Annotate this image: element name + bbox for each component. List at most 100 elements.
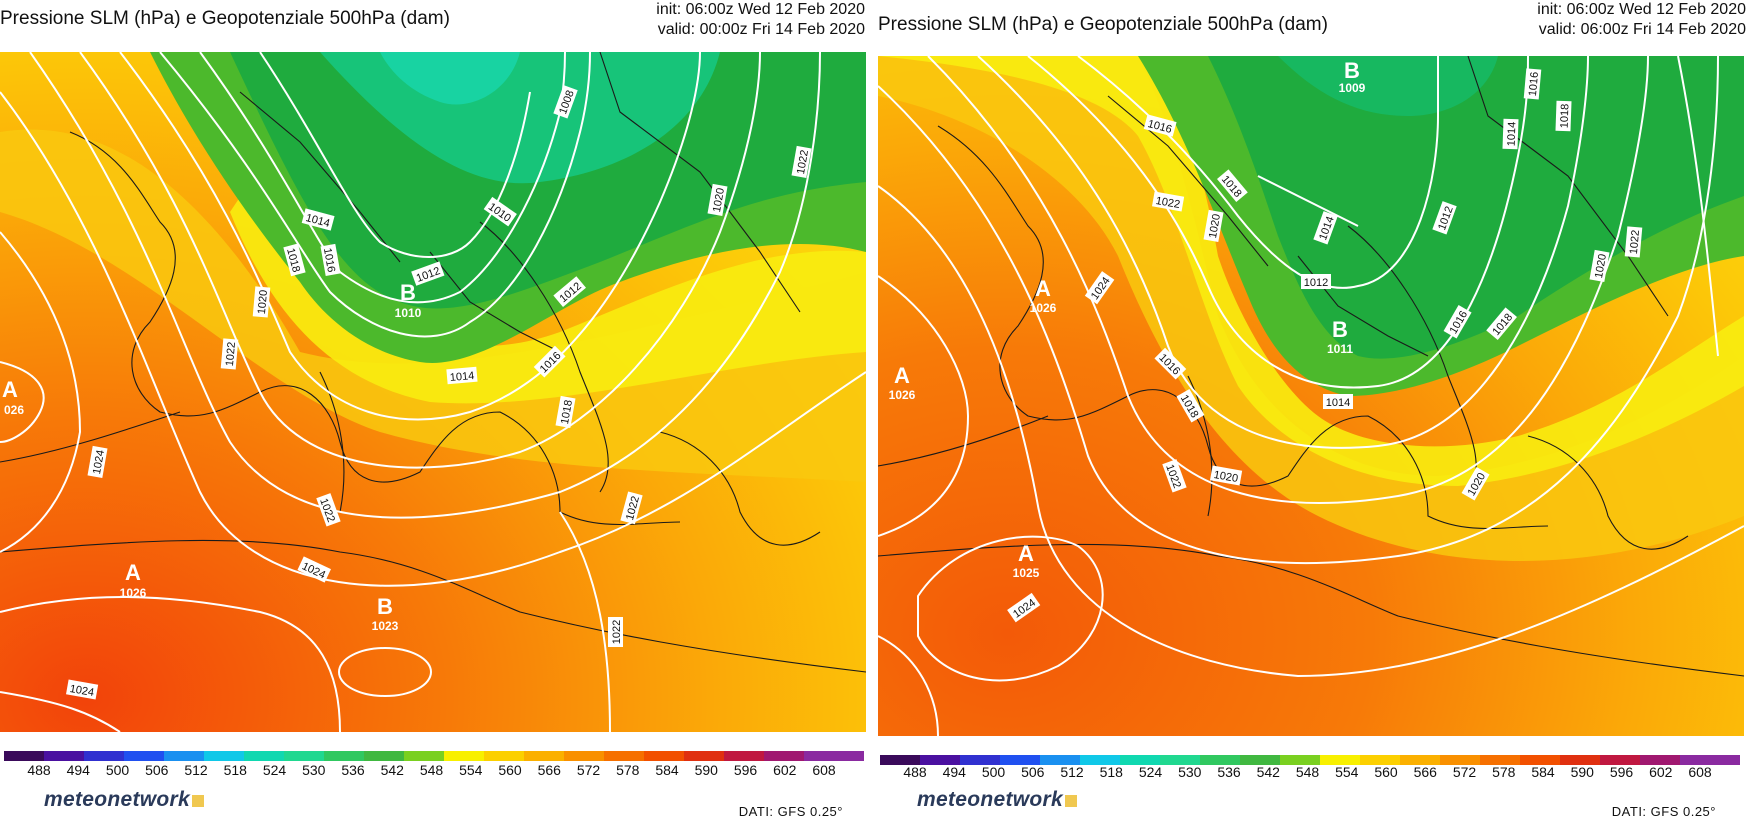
- isobar-label: 1020: [256, 289, 270, 314]
- colorbar-swatch: [364, 751, 385, 761]
- colorbar-swatch: [1060, 755, 1081, 765]
- isobar-label: 1020: [1213, 469, 1239, 485]
- colorbar-swatch: [584, 751, 605, 761]
- svg-text:1023: 1023: [372, 619, 399, 633]
- isobar-label: 1012: [1304, 277, 1328, 289]
- colorbar-swatch: [900, 755, 921, 765]
- colorbar-tick-label: 500: [105, 762, 130, 778]
- colorbar-swatch: [1040, 755, 1061, 765]
- colorbar-swatches: [4, 751, 865, 761]
- isobar-label: 1020: [711, 187, 727, 213]
- pressure-center: A 1026: [1030, 276, 1057, 315]
- svg-text:B: B: [1332, 317, 1348, 342]
- colorbar-tick-label: 578: [616, 762, 640, 778]
- colorbar-tick-label: 500: [981, 764, 1006, 780]
- colorbar-swatch: [324, 751, 345, 761]
- isobar-label: 1024: [91, 449, 107, 475]
- colorbar-swatch: [1580, 755, 1601, 765]
- isobar-label: 1014: [449, 370, 474, 384]
- colorbar-swatch: [664, 751, 685, 761]
- valid-time: valid: 06:00z Fri 14 Feb 2020: [1538, 21, 1746, 38]
- colorbar-tick-label: 488: [903, 764, 927, 780]
- colorbar-tick-label: 560: [498, 762, 522, 778]
- colorbar-ticks: 488 494 500 506 512 518 524 530 536 542 548 554 560 5…: [4, 762, 864, 780]
- svg-text:1025: 1025: [1013, 566, 1040, 580]
- svg-text:1026: 1026: [1030, 301, 1057, 315]
- colorbar-swatch: [1660, 755, 1681, 765]
- colorbar-swatch: [1380, 755, 1401, 765]
- colorbar-swatch: [184, 751, 205, 761]
- colorbar-swatch: [1540, 755, 1561, 765]
- isobar-label: 1024: [69, 683, 95, 699]
- isobar-label: 1018: [559, 399, 575, 425]
- colorbar-swatch: [744, 751, 765, 761]
- map-panel-right: Pressione SLM (hPa) e Geopotenziale 500h…: [873, 0, 1746, 819]
- colorbar-tick-label: 602: [773, 762, 797, 778]
- svg-text:A: A: [1035, 276, 1051, 301]
- colorbar-tick-label: 536: [1217, 764, 1241, 780]
- colorbar-tick-label: 506: [1021, 764, 1045, 780]
- colorbar-swatch: [304, 751, 325, 761]
- colorbar-swatch: [1000, 755, 1021, 765]
- colorbar-swatch: [104, 751, 125, 761]
- colorbar-tick-label: 596: [1609, 764, 1634, 780]
- colorbar-swatch: [44, 751, 65, 761]
- colorbar-swatch: [344, 751, 365, 761]
- svg-text:1009: 1009: [1339, 81, 1366, 95]
- colorbar-tick-label: 560: [1374, 764, 1398, 780]
- coastlines: [0, 52, 866, 673]
- isobars: [878, 56, 1744, 736]
- isobar-label: 1022: [795, 149, 811, 175]
- colorbar-swatch: [1500, 755, 1521, 765]
- colorbar-swatch: [704, 751, 725, 761]
- colorbar-tick-label: 548: [419, 762, 444, 778]
- init-time: init: 06:00z Wed 12 Feb 2020: [1537, 1, 1746, 18]
- colorbar-tick-label: 590: [694, 762, 718, 778]
- data-credit: DATI: GFS 0.25°: [738, 804, 843, 819]
- pressure-center: A 1026: [120, 560, 147, 600]
- colorbar-swatch: [1460, 755, 1481, 765]
- colorbar-swatch: [64, 751, 85, 761]
- colorbar-swatch: [1720, 755, 1741, 765]
- isobar-label: 1022: [224, 341, 238, 366]
- colorbar-tick-label: 602: [1649, 764, 1673, 780]
- svg-text:1026: 1026: [889, 388, 916, 402]
- colorbar-swatch: [1300, 755, 1321, 765]
- colorbar-tick-label: 554: [1335, 764, 1359, 780]
- colorbar-tick-label: 608: [812, 762, 836, 778]
- colorbar-swatch: [1200, 755, 1221, 765]
- data-credit: DATI: GFS 0.25°: [1611, 804, 1716, 819]
- colorbar-swatch: [804, 751, 825, 761]
- svg-text:A: A: [894, 363, 910, 388]
- colorbar-swatch: [1120, 755, 1141, 765]
- svg-text:1026: 1026: [120, 586, 147, 600]
- colorbar-swatch: [1400, 755, 1421, 765]
- colorbar-tick-label: 536: [341, 762, 365, 778]
- colorbar-swatch: [264, 751, 285, 761]
- colorbar-swatch: [824, 751, 845, 761]
- colorbar-swatch: [444, 751, 465, 761]
- colorbar-swatch: [624, 751, 645, 761]
- colorbar-swatch: [960, 755, 981, 765]
- colorbar-swatch: [1220, 755, 1241, 765]
- colorbar-swatch: [980, 755, 1001, 765]
- svg-text:B: B: [400, 280, 416, 305]
- isobar-label: 1018: [1559, 104, 1572, 129]
- valid-time: valid: 00:00z Fri 14 Feb 2020: [657, 21, 865, 38]
- colorbar-tick-label: 548: [1295, 764, 1320, 780]
- colorbar-swatch: [1020, 755, 1041, 765]
- colorbar-tick-label: 596: [733, 762, 758, 778]
- svg-text:1011: 1011: [1327, 342, 1353, 356]
- colorbar-swatch: [524, 751, 545, 761]
- colorbar-tick-label: 584: [655, 762, 679, 778]
- colorbar-swatch: [424, 751, 445, 761]
- colorbar-swatch: [920, 755, 941, 765]
- pressure-center: B 1009: [1339, 58, 1366, 95]
- colorbar-swatch: [1160, 755, 1181, 765]
- colorbar-swatch: [1360, 755, 1381, 765]
- isobar-label: 1020: [1207, 213, 1223, 239]
- isobar-label: 1014: [1506, 122, 1519, 147]
- svg-text:B: B: [377, 594, 393, 619]
- colorbar-swatch: [224, 751, 245, 761]
- svg-text:A: A: [1018, 541, 1034, 566]
